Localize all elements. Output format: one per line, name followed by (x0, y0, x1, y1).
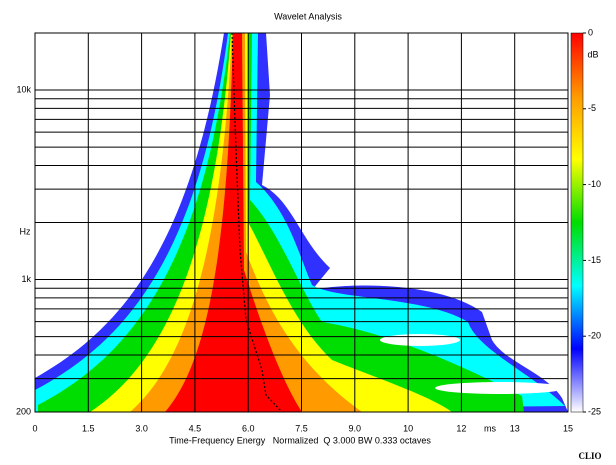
colorbar-tick-label: -10 (588, 179, 601, 189)
x-axis-label: Time-Frequency Energy Normalized Q 3.000… (169, 435, 431, 445)
y-axis-label: Hz (20, 226, 31, 236)
x-tick-label: 10 (403, 423, 413, 433)
x-tick-label: 9.0 (349, 423, 362, 433)
brand: CLIO (578, 451, 601, 461)
x-tick-label: 0 (32, 423, 37, 433)
colorbar-tick-label: 0 (588, 27, 593, 37)
energy-region (90, 33, 452, 412)
x-tick-label: 3.0 (135, 423, 148, 433)
chart-title: Wavelet Analysis (274, 11, 342, 21)
colorbar-tick-label: -25 (588, 406, 601, 416)
colorbar-tick-label: -15 (588, 255, 601, 265)
energy-notch (380, 334, 460, 346)
group-delay-trace (231, 33, 283, 412)
colorbar-label: dB (587, 49, 598, 59)
x-unit-label: ms (484, 423, 496, 433)
colorbar (570, 32, 584, 413)
energy-region (38, 33, 524, 412)
x-tick-label: 1.5 (82, 423, 95, 433)
colorbar-tick-label: -5 (588, 103, 596, 113)
x-tick-label: 15 (563, 423, 573, 433)
y-tick-label: 1k (21, 274, 31, 284)
y-tick-label: 10k (16, 84, 31, 94)
y-tick-label: 200 (16, 406, 31, 416)
colorbar-tick-label: -20 (588, 331, 601, 341)
x-tick-label: 7.5 (295, 423, 308, 433)
x-tick-label: 13 (510, 423, 520, 433)
x-tick-label: 12 (456, 423, 466, 433)
energy-notch (435, 382, 565, 394)
x-tick-label: 4.5 (189, 423, 202, 433)
x-tick-label: 6.0 (242, 423, 255, 433)
plot-frame (34, 32, 569, 413)
